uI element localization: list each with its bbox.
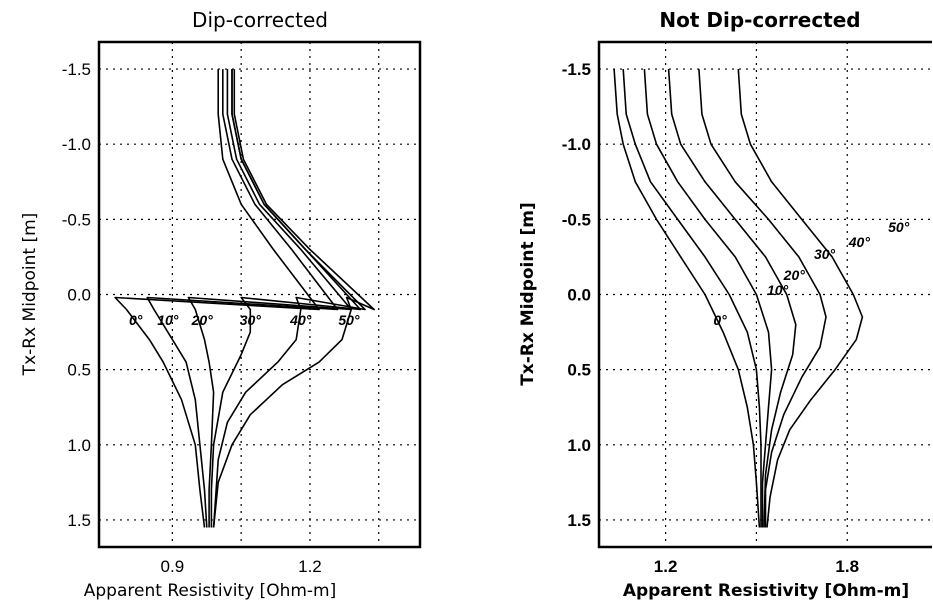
series-annotation: 50° — [338, 312, 360, 328]
panel-not-dip-corrected: Not Dip-corrected 0° 10°20° 30° 40° 50° -1.5… — [518, 8, 932, 601]
y-tick-label: -0.5 — [562, 210, 591, 229]
y-axis-label: Tx-Rx Midpoint [m] — [20, 213, 40, 377]
series-group — [115, 69, 374, 527]
x-tick-labels: 0.9 1.2 — [161, 557, 322, 576]
y-tick-labels: -1.5 -1.0 -0.5 0.0 0.5 1.0 1.5 — [562, 60, 591, 530]
y-tick-label: 1.0 — [567, 436, 591, 455]
series-annotation: 50° — [888, 219, 910, 235]
y-tick-label: -1.5 — [62, 60, 91, 79]
series-annotation: 20° — [191, 312, 214, 328]
y-tick-label: 0.5 — [567, 361, 591, 380]
series-annotation: 0° — [713, 312, 727, 328]
series-line — [214, 69, 375, 527]
series-annotation: 30° — [814, 246, 836, 262]
y-tick-label: 1.5 — [567, 511, 591, 530]
y-tick-label: 0.0 — [67, 286, 91, 305]
series-annotation: 10° — [157, 312, 179, 328]
series-line — [614, 69, 759, 527]
series-annotation: 20° — [783, 267, 806, 283]
x-axis-label: Apparent Resistivity [Ohm-m] — [623, 581, 909, 601]
series-annotation: 30° — [240, 312, 262, 328]
y-tick-label: 0.0 — [567, 286, 591, 305]
y-axis-label: Tx-Rx Midpoint [m] — [518, 202, 538, 386]
plot-frame — [99, 42, 420, 547]
x-tick-label: 1.8 — [835, 557, 859, 576]
panel-dip-corrected: Dip-corrected 0° 10° 20° 30° 40° 50° -1.5 -1.0… — [20, 8, 420, 601]
series-annotation: 40° — [848, 234, 871, 250]
series-annotation: 10° — [767, 282, 789, 298]
chart-title: Not Dip-corrected — [659, 8, 860, 32]
series-annotation: 40° — [289, 312, 312, 328]
series-group — [614, 69, 862, 527]
series-line — [211, 69, 360, 527]
y-tick-labels: -1.5 -1.0 -0.5 0.0 0.5 1.0 1.5 — [62, 60, 91, 530]
series-annotation: 0° — [129, 312, 143, 328]
series-line — [699, 69, 826, 527]
y-tick-label: -0.5 — [62, 210, 91, 229]
y-tick-label: -1.5 — [562, 60, 591, 79]
y-tick-label: 0.5 — [67, 361, 91, 380]
series-line — [669, 69, 796, 527]
chart-title: Dip-corrected — [192, 8, 328, 32]
series-line — [115, 69, 319, 527]
x-axis-label: Apparent Resistivity [Ohm-m] — [84, 581, 336, 601]
y-tick-label: 1.5 — [67, 511, 91, 530]
annotation-group: 0° 10°20° 30° 40° 50° — [713, 219, 909, 328]
y-tick-label: -1.0 — [562, 135, 591, 154]
grid — [99, 42, 420, 547]
x-tick-label: 1.2 — [298, 557, 322, 576]
series-line — [623, 69, 761, 527]
x-tick-label: 1.2 — [654, 557, 678, 576]
annotation-group: 0° 10° 20° 30° 40° 50° — [129, 312, 360, 328]
y-tick-label: -1.0 — [62, 135, 91, 154]
x-tick-label: 0.9 — [161, 557, 185, 576]
x-tick-labels: 1.2 1.8 — [654, 557, 859, 576]
series-line — [644, 69, 771, 527]
y-tick-label: 1.0 — [67, 436, 91, 455]
